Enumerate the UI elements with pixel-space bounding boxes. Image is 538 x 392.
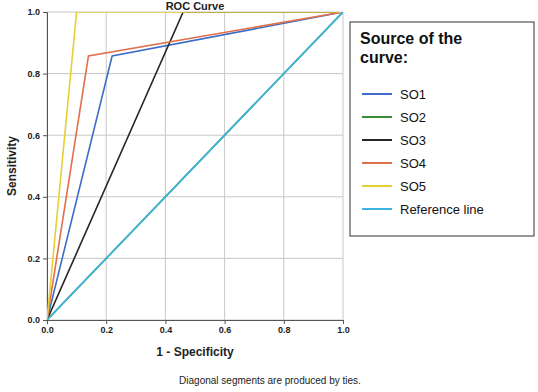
grid-line-x [343, 12, 344, 320]
tick-mark [43, 320, 47, 321]
series-line [47, 12, 343, 320]
tick: 0.0 [41, 320, 54, 335]
grid-line-y [47, 196, 343, 197]
tick-label: 0.4 [27, 192, 40, 202]
grid-line-x [224, 12, 225, 320]
tick-mark [284, 320, 285, 324]
legend-label: Reference line [400, 202, 484, 217]
grid [47, 12, 343, 320]
title: ROC Curve [166, 0, 225, 12]
y-axis-label: Sensitivity [5, 136, 19, 196]
tick: 0.6 [219, 320, 232, 335]
grid-line-y [47, 73, 343, 74]
tick: 0.4 [27, 192, 47, 202]
x-axis: 0.0 0.2 0.4 0.6 0.8 1.0 [41, 320, 350, 335]
lines [47, 12, 343, 320]
series-line [47, 12, 343, 320]
series-line [47, 12, 343, 320]
tick-label: 0.2 [27, 254, 40, 264]
legend-swatch [362, 208, 392, 210]
legend-label: SO1 [400, 87, 426, 102]
tick: 0.6 [27, 131, 47, 141]
legend-label: SO2 [400, 110, 426, 125]
tick: 1.0 [337, 320, 350, 335]
legend-title: Source of thecurve: [360, 30, 462, 66]
tick-mark [343, 320, 344, 324]
tick-label: 0.6 [27, 131, 40, 141]
grid-line-x [283, 12, 284, 320]
grid-line-y [47, 258, 343, 259]
tick-mark [43, 135, 47, 136]
chart: 0.0 0.2 0.4 0.6 0.8 1.0 0.0 0.2 0.4 0.6 0.8 1.0 ROC … [0, 0, 538, 392]
series-line [47, 12, 343, 320]
tick-label: 1.0 [337, 325, 350, 335]
grid-line-x [106, 12, 107, 320]
axis-line [43, 13, 48, 321]
axis-line [48, 321, 344, 325]
tick: 0.2 [27, 254, 47, 264]
tick: 0.0 [27, 315, 47, 325]
tick-label: 1.0 [27, 7, 40, 17]
tick-label: 0.8 [278, 325, 291, 335]
tick: 0.8 [278, 320, 291, 335]
tick-label: 0.6 [219, 325, 232, 335]
tick-mark [43, 197, 47, 198]
legend-label: SO5 [400, 179, 426, 194]
tick-mark [106, 320, 107, 324]
tick: 0.8 [27, 69, 47, 79]
tick: 0.4 [160, 320, 173, 335]
grid-line-y [47, 135, 343, 136]
tick-mark [165, 320, 166, 324]
legend-swatch [362, 139, 392, 141]
grid-line-x [165, 12, 166, 320]
legend-swatch [362, 162, 392, 164]
series-line [47, 12, 343, 320]
series-line [47, 12, 343, 320]
legend: Source of thecurve: SO1 SO2 SO3 SO4 SO5 Refere… [350, 22, 534, 236]
legend-swatch [362, 185, 392, 187]
footnote: Diagonal segments are produced by ties. [179, 375, 361, 386]
x-axis-label: 1 - Specificity [156, 345, 234, 359]
tick-label: 0.0 [27, 315, 40, 325]
tick-label: 0.8 [27, 69, 40, 79]
tick-mark [43, 74, 47, 75]
legend-box [350, 22, 534, 236]
legend-swatch [362, 93, 392, 95]
tick: 1.0 [27, 7, 47, 17]
tick-mark [43, 12, 47, 13]
tick-label: 0.0 [41, 325, 54, 335]
tick: 0.2 [100, 320, 113, 335]
legend-swatch [362, 116, 392, 118]
tick-mark [225, 320, 226, 324]
tick-mark [43, 258, 47, 259]
legend-label: SO4 [400, 156, 426, 171]
tick-label: 0.4 [160, 325, 173, 335]
legend-label: SO3 [400, 133, 426, 148]
y-axis: 0.0 0.2 0.4 0.6 0.8 1.0 [27, 7, 47, 325]
tick-label: 0.2 [100, 325, 113, 335]
